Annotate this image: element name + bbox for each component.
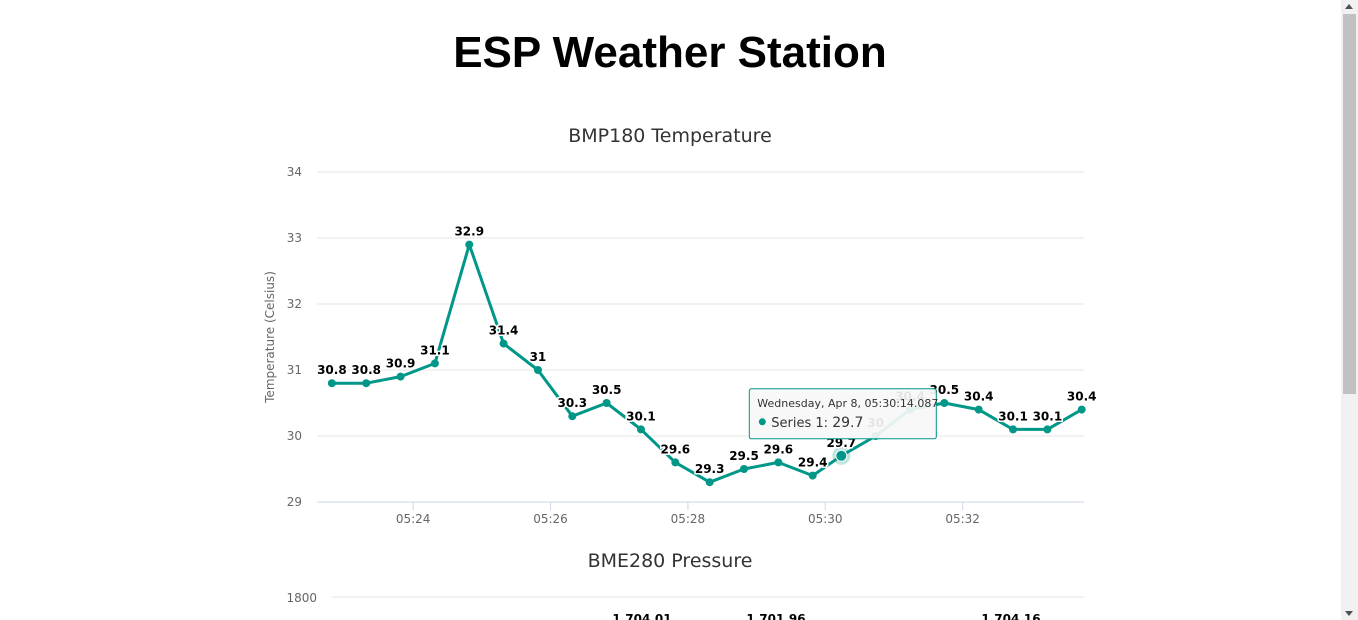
tooltip-series-label: Series 1: — [771, 416, 832, 431]
temperature-point — [568, 412, 577, 421]
temperature-tooltip: Wednesday, Apr 8, 05:30:14.087 Series 1: … — [748, 388, 938, 440]
temperature-points — [327, 240, 1086, 487]
pressure-chart: BME280 Pressure 1800 1,704.01 1,701.96 1,7… — [286, 550, 1084, 620]
temperature-data-label: 30.8 — [317, 363, 347, 377]
temperature-point — [740, 465, 749, 473]
temperature-data-label: 30.1 — [1033, 409, 1063, 423]
pressure-data-labels: 1,704.01 1,701.96 1,704.16 — [612, 612, 1040, 620]
temperature-point — [533, 366, 542, 374]
temperature-data-label: 29.3 — [695, 462, 725, 476]
tooltip-series-value: 29.7 — [832, 415, 863, 431]
temperature-data-label: 30.5 — [592, 383, 622, 397]
temperature-point — [940, 399, 949, 407]
temperature-y-tick-label: 31 — [287, 363, 302, 377]
tooltip-header: Wednesday, Apr 8, 05:30:14.087 — [757, 397, 938, 410]
temperature-x-tick-label: 05:30 — [808, 512, 843, 526]
temperature-point — [636, 425, 645, 434]
temperature-point — [774, 458, 783, 467]
temperature-point — [835, 449, 848, 462]
temperature-gridlines — [317, 171, 1084, 503]
temperature-x-tick-label: 05:32 — [945, 512, 980, 526]
scroll-down-icon[interactable] — [1345, 611, 1353, 616]
temperature-data-label: 31 — [530, 350, 547, 364]
temperature-data-label: 29.4 — [798, 456, 828, 470]
temperature-data-label: 31.4 — [489, 324, 519, 338]
temperature-x-tick-label: 05:28 — [671, 512, 706, 526]
temperature-x-ticks: 05:24 05:26 05:28 05:30 05:32 — [396, 502, 980, 526]
temperature-y-axis-label: Temperature (Celsius) — [263, 271, 277, 404]
pressure-chart-title: BME280 Pressure — [588, 550, 753, 572]
vertical-scrollbar[interactable] — [1341, 0, 1358, 620]
temperature-y-tick-label: 30 — [287, 429, 302, 443]
temperature-chart-title: BMP180 Temperature — [568, 125, 772, 147]
temperature-point — [705, 478, 714, 487]
temperature-data-label: 30.8 — [351, 363, 381, 377]
temperature-point — [396, 372, 405, 381]
temperature-point — [1077, 405, 1086, 414]
temperature-data-label: 30.1 — [626, 409, 656, 423]
temperature-y-tick-label: 32 — [287, 297, 302, 311]
pressure-gridlines: 1800 — [286, 591, 1084, 605]
scroll-up-icon[interactable] — [1345, 4, 1353, 9]
temperature-data-label: 29.6 — [661, 442, 691, 456]
temperature-x-tick-label: 05:24 — [396, 512, 431, 526]
temperature-point — [327, 379, 336, 388]
pressure-data-label: 1,704.16 — [981, 612, 1040, 620]
temperature-point — [602, 399, 611, 407]
pressure-data-label: 1,701.96 — [746, 612, 805, 620]
temperature-point — [1043, 425, 1052, 434]
temperature-data-labels: 30.8 30.8 30.9 31.1 32.9 31.4 31 30.3 30.5 30.1 29… — [316, 223, 1098, 478]
temperature-data-label: 30.1 — [998, 409, 1028, 423]
temperature-point — [671, 458, 680, 467]
temperature-y-tick-label: 34 — [287, 165, 302, 179]
temperature-point — [362, 379, 371, 388]
temperature-point — [974, 405, 983, 414]
pressure-data-label: 1,704.01 — [612, 612, 671, 620]
temperature-data-label: 30.5 — [930, 383, 960, 397]
temperature-point — [499, 339, 508, 348]
temperature-point — [465, 240, 474, 249]
temperature-data-label: 30.4 — [1067, 390, 1097, 404]
temperature-data-label: 29.6 — [764, 442, 794, 456]
temperature-point — [430, 359, 439, 368]
temperature-data-label: 31.1 — [420, 343, 450, 357]
temperature-data-label: 30.9 — [386, 357, 416, 371]
temperature-point — [808, 471, 817, 480]
temperature-point — [1009, 425, 1018, 434]
temperature-data-label: 30.4 — [964, 390, 994, 404]
temperature-x-tick-label: 05:26 — [533, 512, 568, 526]
temperature-y-tick-label: 33 — [287, 231, 302, 245]
temperature-data-label: 32.9 — [454, 225, 484, 239]
temperature-y-ticks: 29 30 31 32 33 34 — [287, 165, 302, 509]
temperature-data-label: 30.3 — [557, 396, 587, 410]
temperature-y-tick-label: 29 — [287, 495, 302, 509]
temperature-data-label: 29.5 — [729, 449, 759, 463]
tooltip-box — [748, 388, 937, 440]
page-title: ESP Weather Station — [453, 28, 887, 77]
tooltip-series-marker — [758, 418, 766, 426]
tooltip-series-text: Series 1: 29.7 — [771, 415, 863, 431]
scroll-thumb[interactable] — [1343, 14, 1356, 394]
temperature-series-line — [331, 243, 1083, 484]
pressure-y-tick-label: 1800 — [286, 591, 317, 605]
